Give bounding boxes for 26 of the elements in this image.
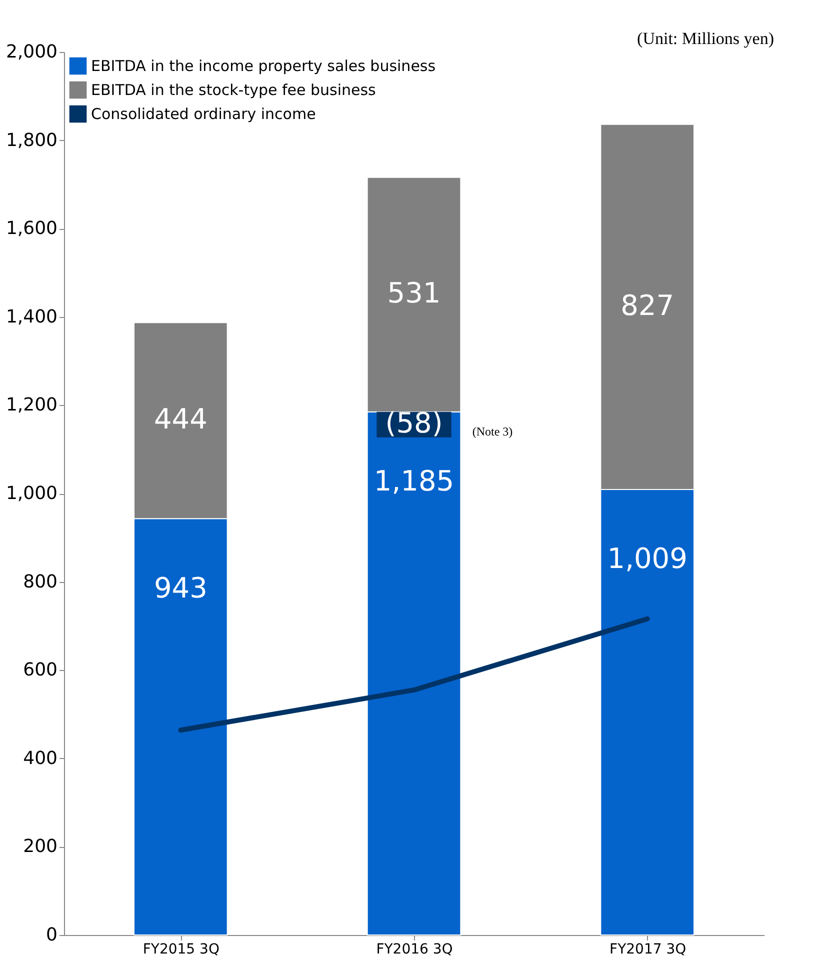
legend-label: Consolidated ordinary income	[91, 105, 316, 123]
text: (Unit: Millions yen)	[637, 29, 774, 48]
data-label: 444	[154, 402, 208, 436]
y-tick-label: 1,800	[6, 130, 58, 151]
y-tick-label: 2,000	[6, 42, 58, 62]
x-tick-label: FY2017 3Q	[610, 942, 686, 958]
data-label: 827	[620, 288, 674, 322]
y-tick-label: 0	[46, 924, 58, 946]
data-label: 1,185	[374, 464, 454, 498]
y-tick-label: 400	[23, 748, 58, 769]
x-tick-label: FY2016 3Q	[376, 942, 453, 958]
data-label: 531	[387, 276, 441, 310]
y-tick-label: 1,400	[6, 306, 58, 328]
x-tick-label: FY2015 3Q	[142, 942, 220, 958]
y-tick-label: 800	[23, 571, 58, 592]
legend-label: EBITDA in the stock-type fee business	[91, 81, 376, 99]
legend-label: EBITDA in the income property sales business	[91, 57, 436, 75]
y-tick-label: 1,200	[6, 394, 58, 416]
y-tick-label: 1,000	[6, 483, 58, 504]
data-label: (58)	[385, 406, 443, 440]
data-label: 1,009	[607, 542, 688, 576]
y-tick-label: 200	[23, 836, 58, 858]
annotation: (Note 3)	[472, 424, 513, 439]
data-label: 943	[154, 571, 208, 604]
y-tick-label: 1,600	[6, 218, 58, 240]
y-tick-label: 600	[23, 660, 58, 681]
